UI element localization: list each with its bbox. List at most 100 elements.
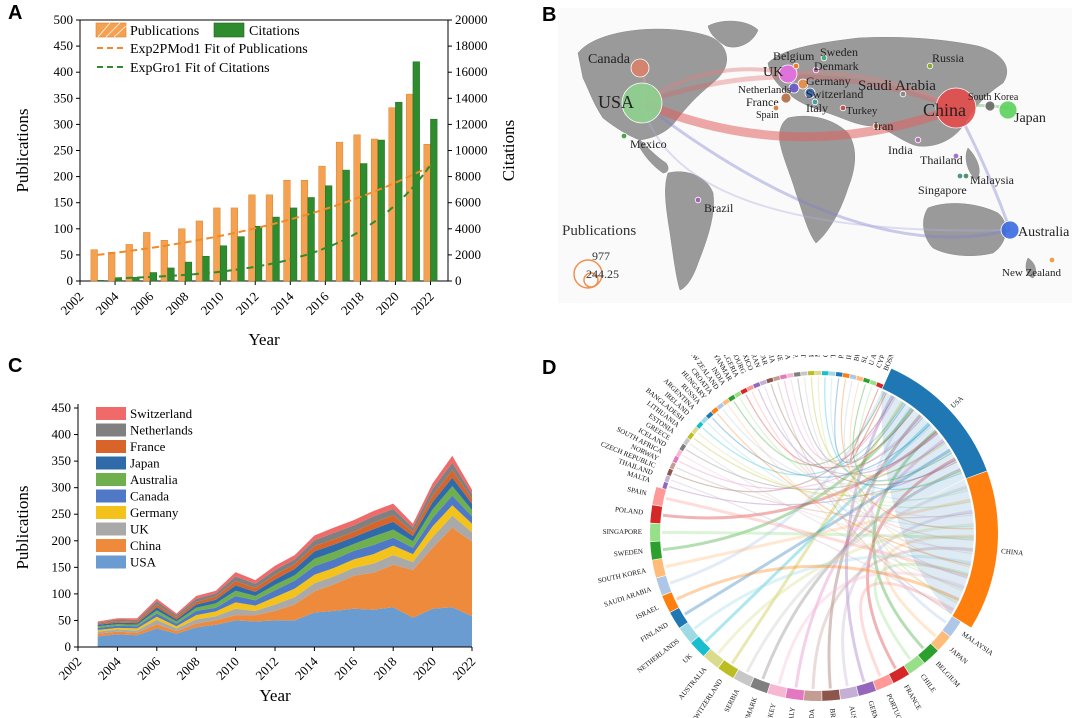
y-right-tick-label: 6000 bbox=[455, 195, 481, 210]
map-node-netherlands bbox=[788, 82, 800, 94]
chord-arc-sweden bbox=[650, 541, 662, 560]
x-tick-label: 2006 bbox=[127, 288, 156, 317]
chord-ribbon bbox=[797, 378, 924, 468]
chord-arc-france bbox=[889, 665, 910, 683]
x-tick-label: 2020 bbox=[373, 289, 402, 318]
y-tick-label: 350 bbox=[54, 90, 74, 105]
chord-arc-croatia bbox=[716, 402, 725, 410]
map-node-thailand bbox=[952, 152, 960, 160]
chord-ribbon bbox=[707, 422, 974, 528]
chord-ribbon bbox=[870, 406, 947, 624]
chord-ribbon bbox=[866, 457, 956, 670]
chord-arc-malaysia bbox=[942, 616, 961, 637]
chord-arc-mexico bbox=[753, 382, 761, 389]
chord-label-sweden: SWEDEN bbox=[614, 547, 644, 558]
map-label-uk: UK bbox=[763, 65, 783, 80]
chord-ribbon bbox=[717, 523, 974, 655]
chord-arc-u-arab-emirates bbox=[863, 377, 871, 384]
chord-ribbon bbox=[843, 380, 932, 471]
chord-label-saudi-arabia: SAUDI ARABIA bbox=[603, 585, 653, 608]
chord-ribbon-usa-china bbox=[881, 390, 974, 615]
bar-citations bbox=[219, 245, 228, 282]
chord-label-australia: AUSTRALIA bbox=[677, 666, 708, 702]
chord-arc-ukraine bbox=[779, 374, 787, 380]
chord-ribbon bbox=[824, 377, 963, 491]
chord-ribbon bbox=[841, 509, 973, 687]
chord-arc-singapore bbox=[650, 523, 661, 542]
chord-ribbon bbox=[872, 429, 937, 650]
bar-citations bbox=[184, 261, 193, 282]
chord-ribbon bbox=[689, 443, 964, 590]
chord-label-finland: FINLAND bbox=[639, 621, 669, 644]
x-tick-label: 2008 bbox=[163, 289, 192, 318]
y-tick-label: 0 bbox=[67, 273, 74, 288]
bar-publications bbox=[300, 180, 309, 282]
map-node-iran bbox=[872, 122, 880, 130]
chord-arc-luxembourg bbox=[746, 384, 754, 392]
chord-arc-saudi-arabia bbox=[656, 575, 672, 596]
bar-citations bbox=[167, 267, 175, 282]
chord-arc-israel bbox=[662, 592, 679, 613]
y-tick-label: 150 bbox=[52, 559, 72, 574]
y-right-tick-label: 12000 bbox=[455, 116, 488, 131]
map-legend-min: 244.25 bbox=[586, 267, 619, 281]
x-tick-label: 2016 bbox=[331, 653, 360, 682]
chord-ribbon bbox=[844, 395, 894, 683]
chord-arc-slovenia bbox=[773, 375, 781, 382]
chord-ribbon bbox=[697, 432, 968, 503]
legend-label-publications: Publications bbox=[130, 24, 199, 39]
map-label-thailand: Thailand bbox=[920, 153, 963, 167]
chord-label-china: CHINA bbox=[1001, 547, 1024, 557]
bar-citations bbox=[395, 101, 403, 282]
chord-arc-argentina bbox=[701, 416, 709, 424]
bar-citations bbox=[132, 277, 140, 282]
chord-label-slovakia: SLOVAKIA bbox=[860, 355, 877, 364]
chord-arc-ireland bbox=[696, 421, 704, 429]
x-tick-label: 2018 bbox=[338, 289, 367, 318]
x-tick-label: 2018 bbox=[371, 654, 400, 683]
chord-arc-bosnia-herceg bbox=[876, 382, 884, 389]
chord-arc-italy bbox=[785, 688, 805, 701]
map-label-italy: Italy bbox=[806, 101, 828, 115]
map-node-uk bbox=[778, 64, 798, 84]
x-tick-label: 2002 bbox=[57, 289, 86, 318]
chord-label-pakistan: PAKISTAN bbox=[837, 355, 849, 359]
legend-label-china: China bbox=[130, 538, 161, 553]
x-tick-label: 2022 bbox=[449, 654, 478, 683]
x-axis-title: Year bbox=[248, 330, 280, 349]
map-label-australia: Australia bbox=[1018, 225, 1070, 240]
map-node-mexico bbox=[620, 132, 628, 140]
map-node-brazil bbox=[694, 196, 702, 204]
legend-swatch-netherlands bbox=[96, 423, 126, 437]
chord-diagram: USACHINAMALAYSIAJAPANBELGIUMCHILEFRANCEP… bbox=[597, 355, 1024, 718]
chord-ribbon bbox=[676, 467, 973, 519]
chord-ribbon bbox=[810, 377, 946, 477]
chord-ribbon bbox=[859, 581, 955, 677]
legend-swatch-usa bbox=[96, 555, 126, 569]
chord-label-denmark: DENMARK bbox=[739, 696, 759, 718]
chord-ribbon bbox=[883, 534, 975, 638]
legend-swatch-japan bbox=[96, 456, 126, 470]
y-right-tick-label: 2000 bbox=[455, 247, 481, 262]
map-label-canada: Canada bbox=[588, 52, 631, 67]
bar-citations bbox=[325, 185, 333, 282]
map-node-japan bbox=[998, 100, 1018, 120]
chord-arc-india bbox=[728, 394, 736, 402]
chord-arc-greece bbox=[679, 443, 687, 452]
map-label-new-zealand: New Zealand bbox=[1002, 267, 1061, 279]
chord-ribbon bbox=[662, 407, 914, 552]
x-tick-label: 2020 bbox=[410, 654, 439, 683]
chord-label-canada: CANADA bbox=[807, 709, 816, 718]
chord-ribbon bbox=[761, 468, 962, 680]
chord-arc-germany bbox=[856, 681, 876, 696]
chord-ribbon bbox=[873, 562, 969, 660]
bar-citations bbox=[290, 207, 298, 282]
legend-label-australia: Australia bbox=[130, 472, 178, 487]
y-tick-label: 400 bbox=[54, 64, 74, 79]
y-tick-label: 50 bbox=[58, 612, 71, 627]
chord-label-mongolia: MONGOLIA bbox=[814, 355, 822, 357]
chord-ribbon bbox=[777, 382, 953, 614]
y-tick-label: 300 bbox=[54, 116, 74, 131]
bar-publications bbox=[318, 165, 326, 282]
y-right-tick-label: 4000 bbox=[455, 221, 481, 236]
